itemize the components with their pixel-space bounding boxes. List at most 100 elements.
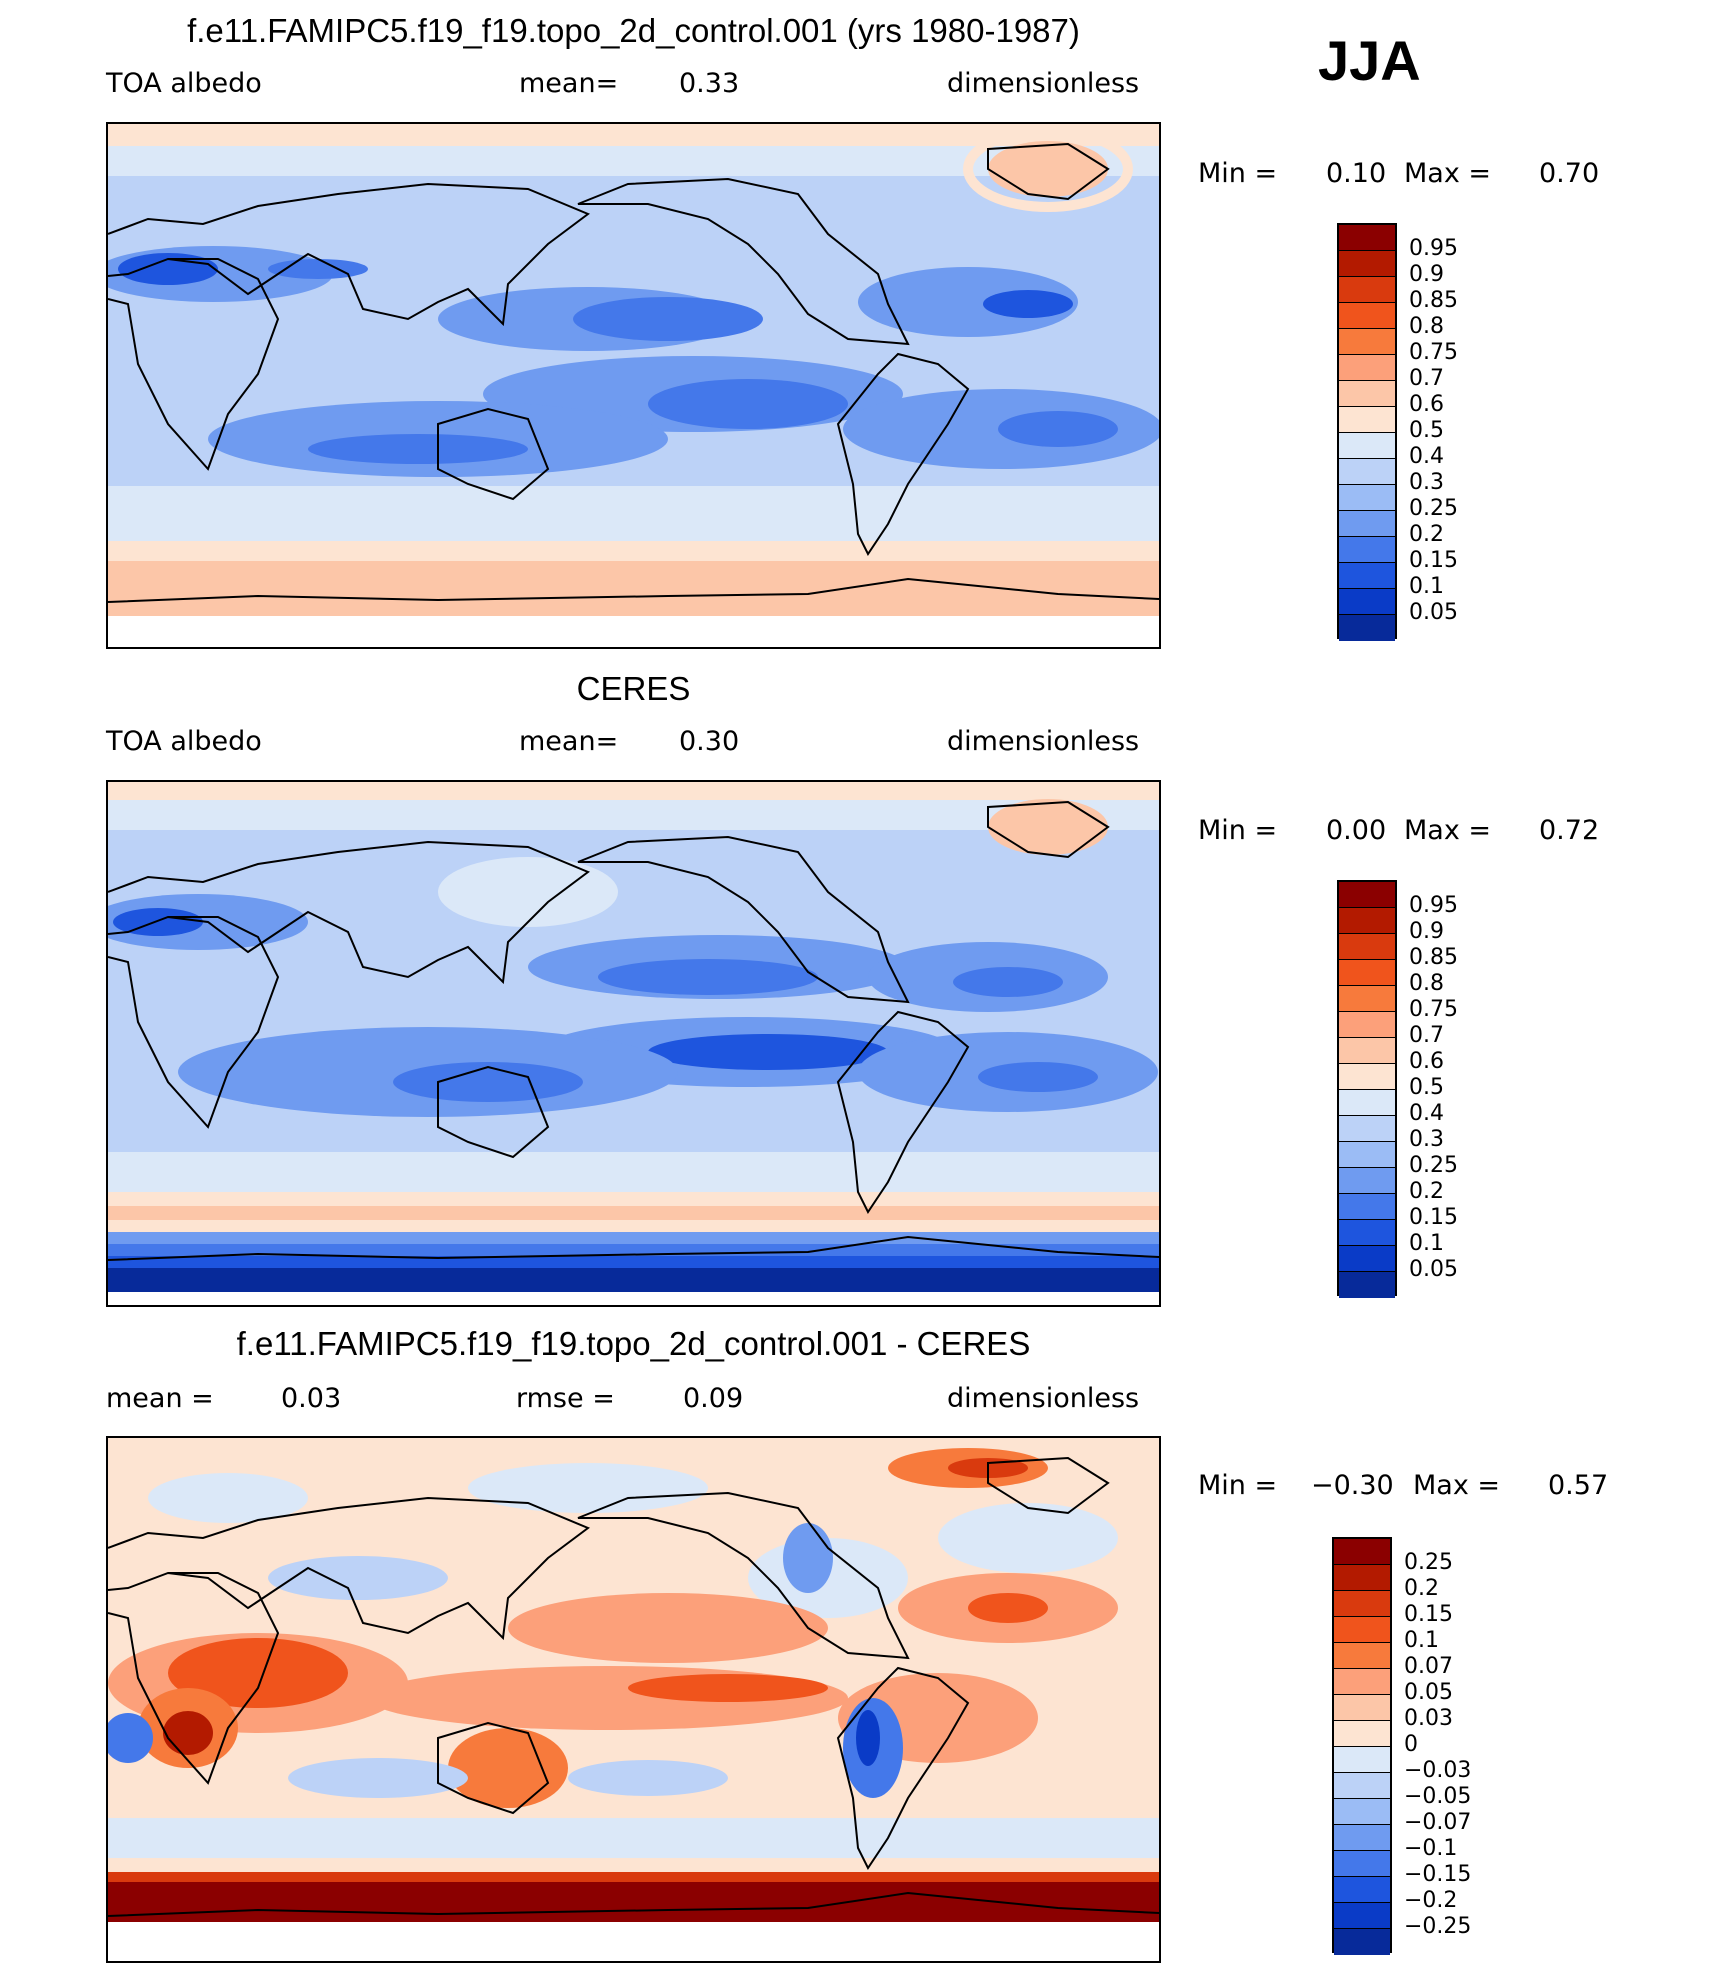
colorbar-label: 0.3 (1409, 1127, 1444, 1152)
panel1-title: f.e11.FAMIPC5.f19_f19.topo_2d_control.00… (187, 12, 1080, 49)
colorbar-label: −0.05 (1404, 1784, 1472, 1809)
panel1-variable-label: TOA albedo (106, 68, 262, 99)
panel1-mean-value: 0.33 (679, 68, 740, 99)
colorbar-label: 0.4 (1409, 444, 1444, 469)
colorbar-label: 0.05 (1404, 1680, 1453, 1705)
colorbar-label: 0.85 (1409, 945, 1458, 970)
colorbar-swatch (1334, 1643, 1390, 1669)
colorbar-swatch (1334, 1877, 1390, 1903)
colorbar-swatch (1334, 1669, 1390, 1695)
panel3-min-value: −0.30 (1311, 1470, 1394, 1501)
colorbar-label: 0.8 (1409, 314, 1444, 339)
colorbar-swatch (1334, 1695, 1390, 1721)
colorbar-swatch (1339, 960, 1395, 986)
panel2-max-value: 0.72 (1539, 815, 1600, 846)
panel3-min-label: Min = (1198, 1470, 1278, 1501)
colorbar-swatch (1334, 1799, 1390, 1825)
panel1-max-label: Max = (1404, 158, 1492, 189)
colorbar-label: −0.2 (1404, 1888, 1458, 1913)
colorbar-boxes (1337, 880, 1397, 1298)
colorbar-label: 0.95 (1409, 236, 1458, 261)
panel2-max-label: Max = (1404, 815, 1492, 846)
colorbar-swatch (1334, 1591, 1390, 1617)
colorbar-swatch (1339, 433, 1395, 459)
panel2-title: CERES (576, 670, 691, 707)
panel1-min-label: Min = (1198, 158, 1278, 189)
panel1-map (106, 122, 1161, 649)
colorbar-label: −0.25 (1404, 1914, 1472, 1939)
panel2-min-label: Min = (1198, 815, 1278, 846)
colorbar-label: 0.75 (1409, 997, 1458, 1022)
colorbar-swatch (1334, 1721, 1390, 1747)
colorbar-swatch (1339, 1246, 1395, 1272)
colorbar-label: 0.05 (1409, 1257, 1458, 1282)
colorbar-swatch (1339, 589, 1395, 615)
colorbar-swatch (1339, 225, 1395, 251)
panel2-map (106, 780, 1161, 1307)
colorbar-swatch (1339, 1142, 1395, 1168)
colorbar-swatch (1339, 1220, 1395, 1246)
colorbar-label: 0.6 (1409, 392, 1444, 417)
panel2-colorbar: 0.95 0.9 0.85 0.8 0.75 0.7 0.6 0.5 0.4 0.3 0.25 0.2… (1337, 880, 1537, 1298)
panel3-max-value: 0.57 (1548, 1470, 1609, 1501)
colorbar-swatch (1339, 1272, 1395, 1298)
colorbar-label: 0.1 (1404, 1628, 1439, 1653)
colorbar-label: 0.95 (1409, 893, 1458, 918)
panel2-coastlines (108, 800, 1159, 1261)
colorbar-label: 0.07 (1404, 1654, 1453, 1679)
panel3-mean-label: mean = (106, 1383, 214, 1414)
colorbar-swatch (1334, 1825, 1390, 1851)
panel3-rmse-label: rmse = (516, 1383, 615, 1414)
colorbar-label: 0.03 (1404, 1706, 1453, 1731)
panel3-map (106, 1436, 1161, 1963)
colorbar-label: 0.85 (1409, 288, 1458, 313)
colorbar-swatch (1334, 1773, 1390, 1799)
colorbar-label: 0.25 (1404, 1550, 1453, 1575)
panel1-map-plot (108, 124, 1159, 647)
colorbar-label: 0.2 (1409, 522, 1444, 547)
colorbar-swatch (1334, 1903, 1390, 1929)
colorbar-label: 0.8 (1409, 971, 1444, 996)
panel2-units-label: dimensionless (947, 726, 1140, 757)
colorbar-label: −0.15 (1404, 1862, 1472, 1887)
panel3-max-label: Max = (1413, 1470, 1501, 1501)
colorbar-swatch (1339, 1038, 1395, 1064)
colorbar-swatch (1339, 251, 1395, 277)
colorbar-swatch (1339, 381, 1395, 407)
panel3-colorbar: 0.25 0.2 0.15 0.1 0.07 0.05 0.03 0 −0.03 −0.05 −0.… (1332, 1537, 1562, 1955)
colorbar-swatch (1339, 563, 1395, 589)
colorbar-label: 0.1 (1409, 1231, 1444, 1256)
colorbar-swatch (1339, 615, 1395, 641)
panel1-min-value: 0.10 (1326, 158, 1387, 189)
panel3-rmse-value: 0.09 (683, 1383, 744, 1414)
panel1-colorbar: 0.95 0.9 0.85 0.8 0.75 0.7 0.6 0.5 0.4 0.3 0.25 0.2… (1337, 223, 1537, 641)
colorbar-label: 0.25 (1409, 496, 1458, 521)
colorbar-swatch (1339, 1168, 1395, 1194)
panel1-max-value: 0.70 (1539, 158, 1600, 189)
colorbar-swatch (1339, 303, 1395, 329)
colorbar-label: 0.3 (1409, 470, 1444, 495)
colorbar-swatch (1339, 407, 1395, 433)
colorbar-swatch (1339, 277, 1395, 303)
colorbar-label: 0.2 (1404, 1576, 1439, 1601)
colorbar-swatch (1334, 1929, 1390, 1955)
colorbar-label: 0.4 (1409, 1101, 1444, 1126)
colorbar-swatch (1334, 1851, 1390, 1877)
colorbar-swatch (1339, 1064, 1395, 1090)
colorbar-label: 0.15 (1409, 1205, 1458, 1230)
colorbar-label: 0.15 (1404, 1602, 1453, 1627)
panel2-min-value: 0.00 (1326, 815, 1387, 846)
colorbar-label: 0.05 (1409, 600, 1458, 625)
colorbar-boxes (1337, 223, 1397, 641)
colorbar-swatch (1339, 355, 1395, 381)
panel2-map-plot (108, 782, 1159, 1305)
colorbar-label: 0.9 (1409, 262, 1444, 287)
colorbar-swatch (1334, 1565, 1390, 1591)
colorbar-swatch (1339, 986, 1395, 1012)
panel3-title: f.e11.FAMIPC5.f19_f19.topo_2d_control.00… (236, 1325, 1031, 1362)
colorbar-label: 0.9 (1409, 919, 1444, 944)
colorbar-swatch (1339, 934, 1395, 960)
colorbar-swatch (1339, 908, 1395, 934)
colorbar-label: 0.25 (1409, 1153, 1458, 1178)
colorbar-swatch (1339, 459, 1395, 485)
